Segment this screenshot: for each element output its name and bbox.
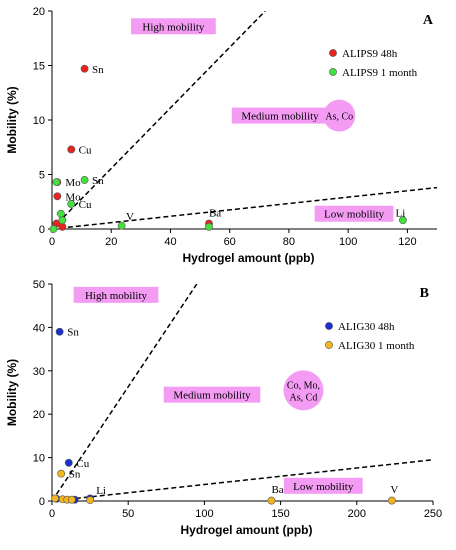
y-tick-label: 10 bbox=[33, 453, 45, 465]
trend-line-1 bbox=[52, 284, 198, 501]
point-alips9-1-month bbox=[52, 178, 61, 187]
x-tick-label: 0 bbox=[49, 236, 55, 248]
point-alips9-48h bbox=[80, 64, 89, 73]
bubble-label: Co, Mo, bbox=[287, 380, 320, 391]
legend-marker bbox=[325, 322, 333, 330]
point-alig30-1-month bbox=[67, 495, 76, 504]
y-axis-title: Mobility (%) bbox=[5, 86, 19, 153]
point-label: V bbox=[126, 211, 134, 223]
zone-label: High mobility bbox=[85, 290, 148, 302]
point-alig30-1-month bbox=[86, 496, 94, 505]
point-label: Mo bbox=[65, 191, 81, 203]
point-alig30-48h bbox=[64, 458, 73, 467]
x-axis-title: Hydrogel amount (ppb) bbox=[183, 251, 315, 265]
element-bubble bbox=[323, 99, 356, 132]
point-alips9-1-month bbox=[205, 222, 213, 231]
x-tick-label: 20 bbox=[105, 236, 117, 248]
point-alips9-1-month bbox=[49, 225, 58, 233]
point-label: Cu bbox=[76, 458, 89, 470]
x-tick-label: 150 bbox=[271, 508, 289, 520]
zone-label: Low mobility bbox=[324, 209, 385, 221]
y-tick-label: 5 bbox=[39, 170, 45, 182]
y-tick-label: 10 bbox=[33, 115, 45, 127]
panel-A: 0 20 40 60 80 100 120 0 5 10 15 20 Hydrogel amount (… bbox=[5, 6, 437, 265]
point-alips9-1-month bbox=[399, 216, 407, 225]
x-tick-label: 50 bbox=[122, 508, 134, 520]
panel-label: A bbox=[423, 13, 434, 28]
trend-line-2 bbox=[52, 459, 433, 501]
panel-B: 0 50 100 150 200 250 0 10 20 30 40 50 Hydrogel amoun… bbox=[5, 279, 442, 537]
point-label: Cu bbox=[79, 144, 92, 156]
point-label: Sn bbox=[69, 469, 81, 481]
zone-box bbox=[163, 386, 261, 403]
zone-label: Medium mobility bbox=[241, 111, 319, 123]
point-alips9-1-month bbox=[117, 221, 126, 230]
x-tick-label: 80 bbox=[283, 236, 295, 248]
x-tick-label: 250 bbox=[424, 508, 442, 520]
legend-entry: ALIPS9 48h bbox=[342, 48, 398, 60]
trend-line-1 bbox=[52, 11, 266, 229]
x-tick-label: 200 bbox=[348, 508, 366, 520]
y-tick-label: 30 bbox=[33, 366, 45, 378]
legend-marker bbox=[329, 68, 337, 76]
x-tick-label: 40 bbox=[164, 236, 176, 248]
y-tick-label: 15 bbox=[33, 61, 45, 73]
zone-label: High mobility bbox=[142, 21, 205, 33]
x-axis-title: Hydrogel amount (ppb) bbox=[181, 523, 313, 537]
zone-label: Medium mobility bbox=[173, 390, 251, 402]
point-alig30-1-month bbox=[51, 494, 59, 503]
zone-box bbox=[231, 107, 329, 124]
point-label: Ba bbox=[209, 208, 221, 220]
x-tick-label: 100 bbox=[339, 236, 357, 248]
point-label: Cu bbox=[79, 199, 92, 211]
y-axis-title: Mobility (%) bbox=[5, 359, 19, 426]
y-tick-label: 0 bbox=[39, 496, 45, 508]
zone-box bbox=[314, 205, 394, 222]
point-alips9-1-month bbox=[56, 209, 65, 218]
point-label: Li bbox=[396, 208, 406, 220]
point-label: V bbox=[390, 484, 398, 496]
element-bubble bbox=[283, 370, 324, 411]
legend-marker bbox=[329, 49, 337, 57]
zone-label: Low mobility bbox=[293, 481, 354, 493]
legend-marker bbox=[325, 341, 333, 349]
x-tick-label: 60 bbox=[224, 236, 236, 248]
legend-entry: ALIPS9 1 month bbox=[342, 67, 418, 79]
point-label: Li bbox=[96, 485, 106, 497]
zone-box bbox=[73, 286, 159, 303]
point-label: Ba bbox=[271, 484, 283, 496]
point-alips9-1-month bbox=[58, 216, 67, 225]
point-label: Mo bbox=[65, 177, 81, 189]
y-tick-label: 50 bbox=[33, 279, 45, 291]
bubble-label: As, Co bbox=[325, 112, 353, 123]
trend-line-2 bbox=[52, 186, 437, 229]
panel-label: B bbox=[420, 286, 429, 301]
y-tick-label: 20 bbox=[33, 409, 45, 421]
legend-entry: ALIG30 1 month bbox=[338, 340, 415, 352]
legend-entry: ALIG30 48h bbox=[338, 321, 395, 333]
zone-box bbox=[131, 18, 216, 35]
point-label: Sn bbox=[67, 327, 79, 339]
point-alips9-48h bbox=[67, 145, 76, 154]
x-tick-label: 0 bbox=[49, 508, 55, 520]
point-label: Sn bbox=[92, 64, 104, 76]
point-alig30-48h bbox=[55, 327, 64, 336]
point-alips9-1-month bbox=[80, 176, 89, 184]
point-alig30-1-month bbox=[267, 496, 276, 505]
point-alig30-1-month bbox=[387, 496, 396, 505]
point-alips9-48h bbox=[53, 192, 62, 201]
x-tick-label: 100 bbox=[195, 508, 213, 520]
bubble-label: As, Cd bbox=[290, 392, 318, 403]
y-tick-label: 20 bbox=[33, 6, 45, 18]
point-alips9-1-month bbox=[67, 200, 76, 208]
x-tick-label: 120 bbox=[398, 236, 416, 248]
point-alig30-1-month bbox=[57, 469, 66, 478]
point-label: Sn bbox=[92, 175, 104, 187]
zone-box bbox=[283, 477, 363, 494]
y-tick-label: 0 bbox=[39, 224, 45, 236]
y-tick-label: 40 bbox=[33, 322, 45, 334]
